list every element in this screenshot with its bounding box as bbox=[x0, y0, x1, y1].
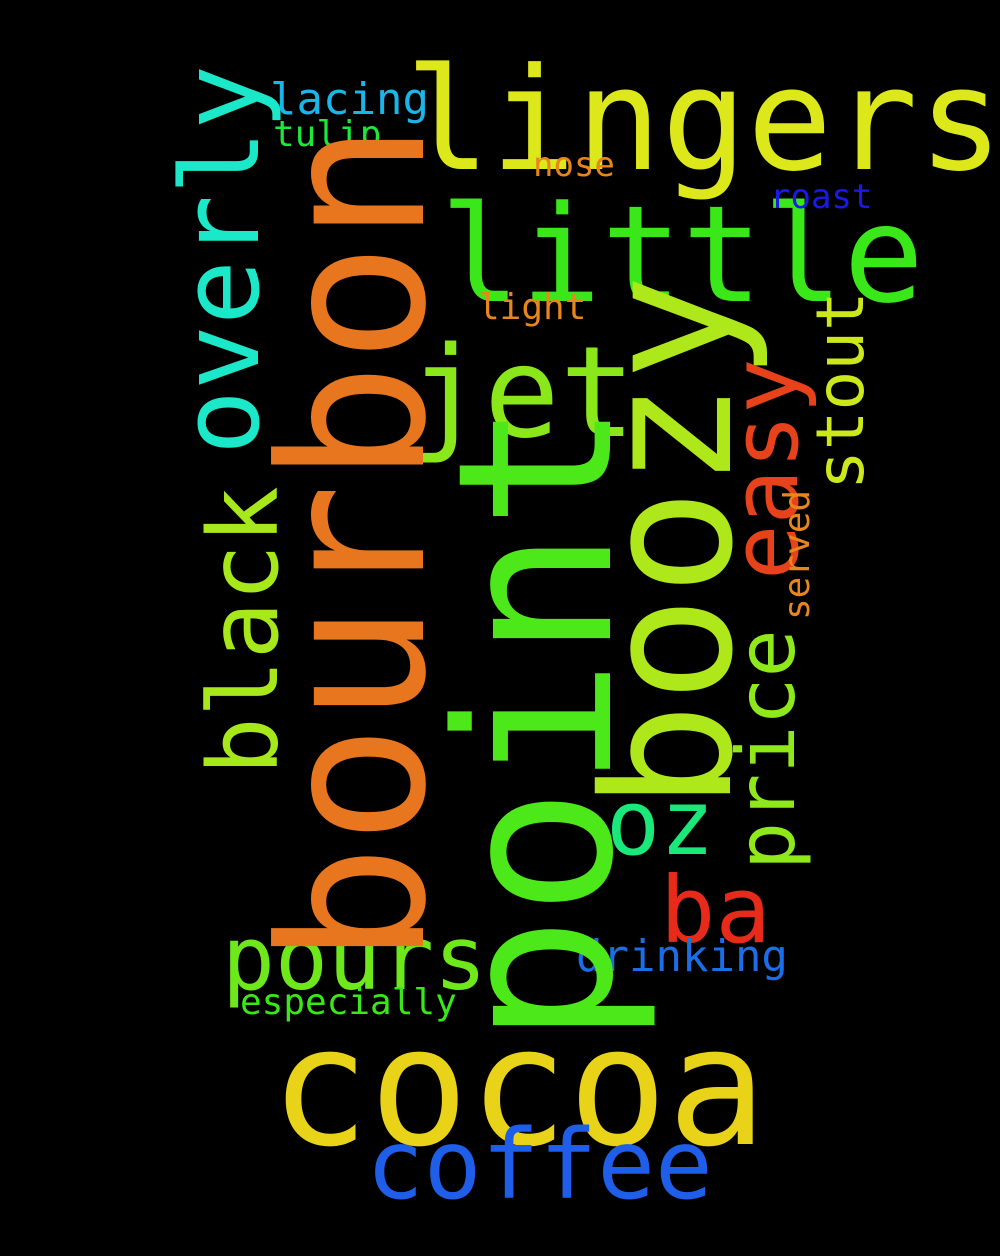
word-nose: nose bbox=[533, 145, 615, 185]
word-lingers: lingers bbox=[405, 38, 1000, 203]
word-lacing: lacing bbox=[270, 74, 429, 125]
word-roast: roast bbox=[770, 177, 873, 217]
word-tulip: tulip bbox=[273, 114, 382, 155]
word-served: served bbox=[777, 489, 818, 620]
word-drinking: drinking bbox=[576, 931, 788, 982]
word-overly: overly bbox=[159, 64, 284, 455]
word-stout: stout bbox=[802, 291, 879, 490]
word-especially: especially bbox=[240, 982, 457, 1023]
word-jet: jet bbox=[408, 319, 636, 466]
word-oz: oz bbox=[606, 771, 715, 876]
word-price: price bbox=[720, 629, 813, 870]
word-coffee: coffee bbox=[366, 1109, 713, 1221]
word-pours: pours bbox=[222, 907, 487, 1010]
word-black: black bbox=[188, 486, 300, 775]
word-little: little bbox=[440, 177, 925, 333]
word-ba: ba bbox=[660, 857, 771, 964]
word-light: light bbox=[478, 287, 587, 328]
word-cocoa: cocoa bbox=[270, 991, 767, 1183]
